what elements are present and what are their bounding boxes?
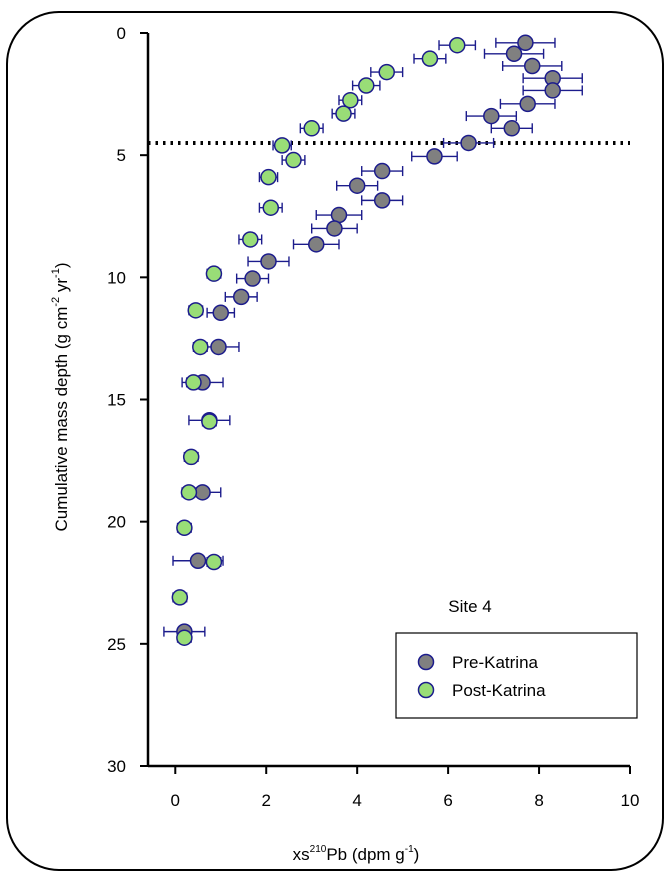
- legend-marker-pre-katrina: [417, 653, 435, 671]
- y-tick-label: 5: [117, 146, 126, 165]
- data-point-post-katrina: [187, 302, 204, 319]
- data-point-post-katrina: [378, 63, 395, 81]
- data-point-post-katrina: [285, 151, 302, 169]
- data-point-post-katrina: [260, 168, 277, 186]
- x-tick-label: 10: [621, 791, 640, 810]
- data-point-post-katrina: [176, 519, 193, 537]
- marker-layer: [171, 34, 561, 646]
- data-point-pre-katrina: [544, 82, 561, 99]
- data-point-pre-katrina: [189, 552, 207, 570]
- data-point-post-katrina: [180, 484, 198, 501]
- data-point-pre-katrina: [326, 220, 343, 237]
- data-point-post-katrina: [176, 629, 193, 646]
- y-tick-label: 10: [107, 268, 126, 287]
- data-point-pre-katrina: [210, 338, 227, 356]
- data-point-post-katrina: [171, 589, 189, 606]
- x-axis-label: xs210Pb (dpm g-1): [293, 844, 420, 864]
- data-point-post-katrina: [192, 338, 209, 356]
- y-tick-label: 15: [107, 391, 126, 410]
- data-point-post-katrina: [205, 265, 223, 282]
- y-tick-label: 0: [117, 24, 126, 43]
- x-tick-label: 6: [443, 791, 452, 810]
- data-point-pre-katrina: [523, 57, 541, 75]
- x-tick-label: 2: [261, 791, 270, 810]
- data-point-post-katrina: [421, 50, 439, 67]
- data-point-post-katrina: [201, 413, 218, 430]
- data-point-pre-katrina: [348, 177, 366, 194]
- data-point-post-katrina: [342, 91, 359, 109]
- data-point-pre-katrina: [517, 34, 534, 52]
- data-point-post-katrina: [262, 199, 280, 216]
- y-tick-label: 30: [107, 757, 126, 776]
- data-point-pre-katrina: [519, 95, 536, 113]
- data-point-pre-katrina: [307, 236, 325, 253]
- data-point-pre-katrina: [260, 253, 277, 270]
- legend-box: [395, 632, 638, 719]
- data-point-pre-katrina: [503, 120, 521, 137]
- x-tick-label: 0: [171, 791, 180, 810]
- data-point-pre-katrina: [244, 270, 261, 287]
- legend: Pre-Katrina Post-Katrina: [395, 632, 638, 719]
- y-tick-label: 25: [107, 635, 126, 654]
- y-tick-label: 20: [107, 513, 126, 532]
- data-point-pre-katrina: [373, 162, 391, 180]
- data-point-pre-katrina: [194, 484, 211, 501]
- data-point-pre-katrina: [505, 45, 523, 63]
- data-point-pre-katrina: [460, 134, 477, 152]
- tick-layer: 0 5 10 15 20 25 30 0 2 4 6 8 10: [107, 24, 639, 810]
- data-point-post-katrina: [242, 231, 259, 248]
- data-point-post-katrina: [273, 137, 291, 154]
- legend-label-post-katrina: Post-Katrina: [452, 681, 546, 700]
- data-point-pre-katrina: [232, 288, 250, 306]
- data-point-post-katrina: [182, 448, 200, 466]
- legend-label-pre-katrina: Pre-Katrina: [452, 653, 539, 672]
- data-point-post-katrina: [448, 36, 466, 54]
- data-point-pre-katrina: [373, 192, 391, 209]
- data-point-post-katrina: [185, 374, 202, 391]
- y-axis-label: Cumulative mass depth (g cm-2 yr-1): [50, 263, 71, 532]
- data-point-pre-katrina: [426, 148, 443, 165]
- legend-marker-post-katrina: [417, 681, 435, 699]
- x-tick-label: 4: [352, 791, 361, 810]
- site-annotation: Site 4: [448, 597, 491, 616]
- data-point-post-katrina: [335, 105, 352, 122]
- data-point-post-katrina: [303, 120, 320, 137]
- figure-frame: [6, 11, 664, 871]
- x-tick-label: 8: [534, 791, 543, 810]
- data-point-pre-katrina: [212, 304, 230, 322]
- data-point-post-katrina: [205, 553, 223, 571]
- data-point-pre-katrina: [483, 107, 500, 125]
- data-point-post-katrina: [358, 77, 375, 94]
